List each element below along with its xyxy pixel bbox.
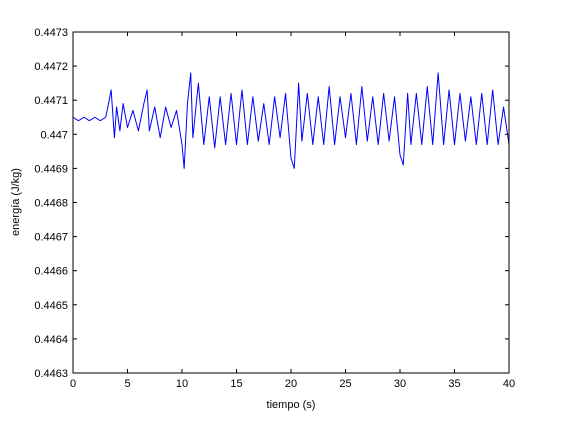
x-tick-label: 5 [124, 378, 130, 390]
plot-area [73, 32, 509, 373]
y-tick-label: 0.4473 [34, 27, 68, 39]
x-tick-label: 0 [70, 378, 76, 390]
x-tick-label: 35 [448, 378, 460, 390]
y-tick-label: 0.4465 [34, 300, 68, 312]
x-tick-label: 10 [176, 378, 188, 390]
y-tick-label: 0.4466 [34, 266, 68, 278]
x-tick-label: 15 [230, 378, 242, 390]
x-tick-label: 30 [394, 378, 406, 390]
x-tick-label: 40 [503, 378, 515, 390]
x-tick-label: 25 [339, 378, 351, 390]
tick-layer: 0 5 10 15 20 25 30 35 40 0.4463 0.4464 0.4465 0.4466… [34, 27, 515, 390]
y-tick-label: 0.4463 [34, 368, 68, 380]
x-tick-label: 20 [285, 378, 297, 390]
y-tick-label: 0.4467 [34, 232, 68, 244]
y-tick-label: 0.4471 [34, 95, 68, 107]
y-tick-label: 0.4472 [34, 61, 68, 73]
series-layer [72, 72, 510, 169]
x-axis-label: tiempo (s) [267, 399, 316, 411]
y-tick-label: 0.4469 [34, 163, 68, 175]
series-line-0 [72, 72, 510, 169]
y-axis-label: energía (J/kg) [10, 168, 22, 236]
y-tick-label: 0.4468 [34, 198, 68, 210]
y-tick-label: 0.447 [40, 129, 68, 141]
y-tick-label: 0.4464 [34, 334, 68, 346]
